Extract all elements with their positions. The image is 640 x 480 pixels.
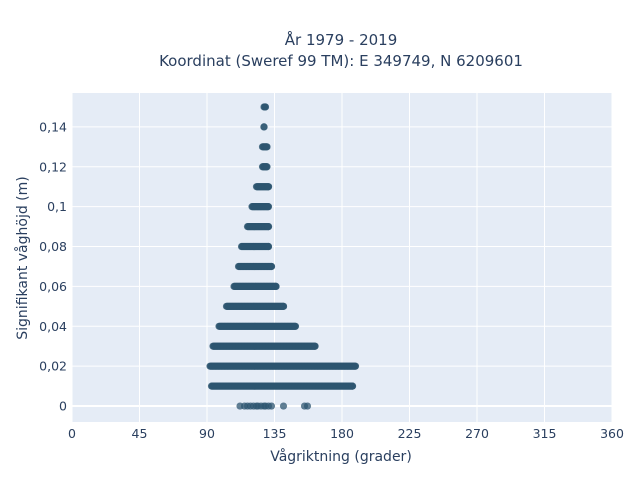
scatter-point <box>279 402 288 410</box>
y-axis-ticks: 0 0,02 0,04 0,06 0,08 0,1 0,12 0,14 <box>39 119 67 413</box>
y-axis-title: Signifikant våghöjd (m) <box>14 176 31 339</box>
scatter-point <box>279 302 288 310</box>
scatter-point <box>291 322 300 330</box>
y-tick-label: 0,08 <box>39 239 67 254</box>
x-tick-label: 315 <box>533 426 557 441</box>
scatter-point <box>261 103 270 111</box>
x-tick-label: 225 <box>398 426 422 441</box>
x-tick-label: 360 <box>600 426 624 441</box>
scatter-point <box>272 282 280 291</box>
y-tick-label: 0,12 <box>39 159 67 174</box>
x-axis-ticks: 0 45 90 135 180 225 270 315 360 <box>68 426 624 441</box>
y-tick-label: 0,04 <box>39 319 67 334</box>
x-tick-label: 270 <box>465 426 489 441</box>
scatter-point <box>263 143 271 151</box>
scatter-point <box>264 242 273 251</box>
x-axis-title: Vågriktning (grader) <box>270 448 412 465</box>
x-tick-label: 180 <box>330 426 354 441</box>
y-tick-label: 0,1 <box>47 199 67 214</box>
scatter-point <box>264 183 273 191</box>
x-tick-label: 135 <box>263 426 287 441</box>
scatter-point <box>348 382 357 390</box>
y-tick-label: 0,02 <box>39 359 67 374</box>
scatter-point <box>267 402 276 410</box>
scatter-point <box>351 362 360 370</box>
chart-title-line1: År 1979 - 2019 <box>285 30 398 49</box>
scatter-point <box>263 163 271 171</box>
chart-title-line2: Koordinat (Sweref 99 TM): E 349749, N 62… <box>159 52 523 70</box>
scatter-point <box>264 222 273 231</box>
scatter-point <box>303 402 312 410</box>
x-tick-label: 90 <box>199 426 215 441</box>
x-tick-label: 0 <box>68 426 76 441</box>
y-tick-label: 0,06 <box>39 279 67 294</box>
scatter-point <box>264 203 273 211</box>
x-tick-label: 45 <box>132 426 148 441</box>
scatter-point <box>267 262 276 271</box>
y-tick-label: 0,14 <box>39 119 67 134</box>
y-tick-label: 0 <box>59 399 67 414</box>
scatter-points <box>206 103 360 410</box>
scatter-point <box>260 123 268 131</box>
scatter-point <box>311 342 319 350</box>
